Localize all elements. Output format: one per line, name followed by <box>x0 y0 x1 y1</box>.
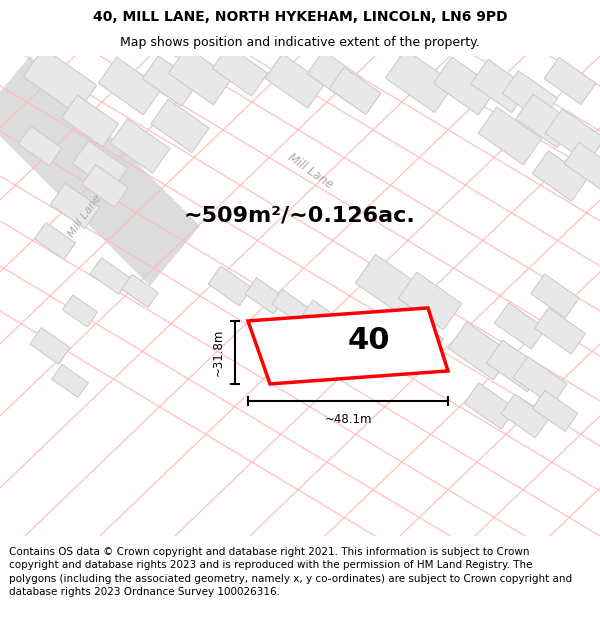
Polygon shape <box>62 295 97 327</box>
Polygon shape <box>564 142 600 189</box>
Polygon shape <box>208 266 252 306</box>
Polygon shape <box>35 222 76 259</box>
Polygon shape <box>122 274 158 308</box>
Polygon shape <box>82 164 128 208</box>
Polygon shape <box>307 51 362 101</box>
Polygon shape <box>73 141 128 191</box>
Polygon shape <box>0 56 200 286</box>
Polygon shape <box>471 59 529 112</box>
Polygon shape <box>30 328 70 364</box>
Polygon shape <box>52 364 88 398</box>
Polygon shape <box>90 258 130 294</box>
Polygon shape <box>545 109 600 163</box>
Text: 40: 40 <box>347 326 390 356</box>
Polygon shape <box>464 382 515 429</box>
Polygon shape <box>302 300 337 332</box>
Text: Contains OS data © Crown copyright and database right 2021. This information is : Contains OS data © Crown copyright and d… <box>9 548 572 597</box>
Polygon shape <box>501 394 549 438</box>
Polygon shape <box>494 302 545 349</box>
Text: ~48.1m: ~48.1m <box>324 413 372 426</box>
Polygon shape <box>98 57 162 115</box>
Text: ~31.8m: ~31.8m <box>212 329 225 376</box>
Polygon shape <box>110 119 170 173</box>
Polygon shape <box>142 56 197 106</box>
Polygon shape <box>245 278 285 314</box>
Polygon shape <box>50 183 100 229</box>
Text: 40, MILL LANE, NORTH HYKEHAM, LINCOLN, LN6 9PD: 40, MILL LANE, NORTH HYKEHAM, LINCOLN, L… <box>92 10 508 24</box>
Text: Mill Lane: Mill Lane <box>285 151 335 191</box>
Polygon shape <box>398 272 462 330</box>
Polygon shape <box>212 46 268 96</box>
Polygon shape <box>448 322 512 380</box>
Polygon shape <box>385 49 455 112</box>
Polygon shape <box>386 310 443 362</box>
Text: Map shows position and indicative extent of the property.: Map shows position and indicative extent… <box>120 36 480 49</box>
Text: ~509m²/~0.126ac.: ~509m²/~0.126ac. <box>184 206 416 226</box>
Polygon shape <box>329 68 381 114</box>
Polygon shape <box>265 54 325 108</box>
Polygon shape <box>61 95 119 147</box>
Polygon shape <box>535 308 586 354</box>
Polygon shape <box>355 254 425 318</box>
Polygon shape <box>531 274 579 318</box>
Polygon shape <box>151 99 209 152</box>
Polygon shape <box>516 94 574 148</box>
Polygon shape <box>168 47 232 105</box>
Polygon shape <box>502 71 557 121</box>
Polygon shape <box>532 151 587 201</box>
Polygon shape <box>272 289 308 322</box>
Polygon shape <box>544 58 596 104</box>
Text: Mill Lane: Mill Lane <box>67 192 103 239</box>
Polygon shape <box>433 57 497 115</box>
Polygon shape <box>513 356 567 406</box>
Polygon shape <box>487 340 544 392</box>
Polygon shape <box>23 48 97 114</box>
Polygon shape <box>18 126 62 166</box>
Polygon shape <box>532 391 578 431</box>
Polygon shape <box>478 107 542 165</box>
Polygon shape <box>248 308 448 384</box>
